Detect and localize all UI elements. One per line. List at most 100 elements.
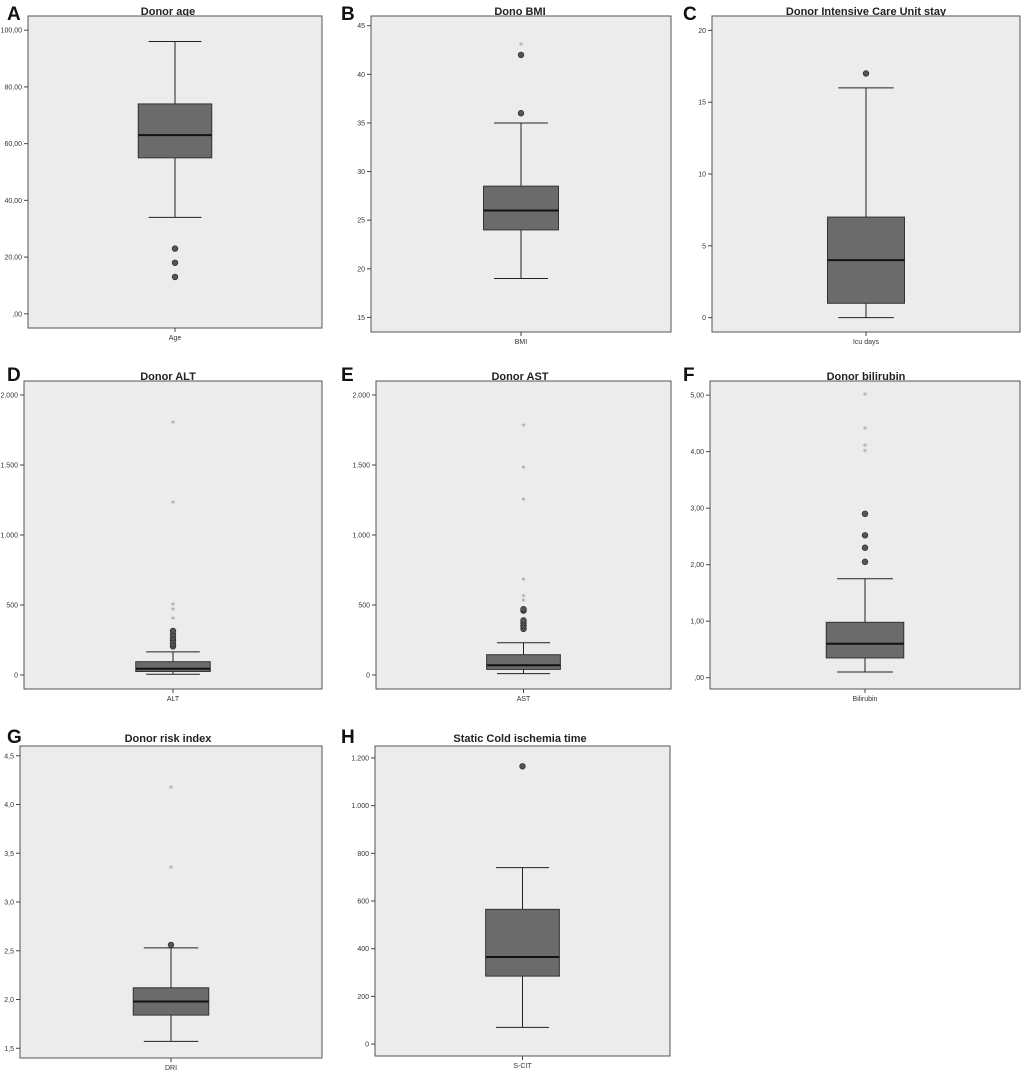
- chart-title: Donor ALT: [140, 371, 196, 383]
- panel-letter: G: [7, 727, 22, 748]
- iqr-box: [137, 103, 213, 159]
- outlier-point: [862, 70, 870, 77]
- y-tick-label: 40: [357, 72, 365, 79]
- boxplot-panel: Donor bilirubin ,00 1,00 2,00 3,00 4,00 5,00 Bi…: [690, 371, 1021, 703]
- extreme-point: *: [171, 602, 176, 612]
- y-tick-label: 4,00: [690, 449, 704, 456]
- y-tick-label: 2,5: [4, 948, 14, 955]
- extreme-point: *: [863, 426, 868, 436]
- chart-title: Donor age: [141, 6, 195, 18]
- y-tick-label: 3,00: [690, 506, 704, 513]
- y-tick-label: 3,5: [4, 851, 14, 858]
- iqr-box: [135, 661, 211, 673]
- extreme-point: *: [171, 616, 176, 626]
- outlier-point: [169, 627, 177, 635]
- y-tick-label: 35: [357, 120, 365, 127]
- y-tick-label: 20,00: [4, 255, 22, 262]
- iqr-box: [486, 654, 561, 670]
- panel-letter: A: [7, 4, 21, 25]
- outlier-point: [517, 110, 525, 117]
- y-tick-label: 200: [357, 994, 369, 1001]
- boxplot-panel: Dono BMI 15 20 25 30 35 40 45 BMI *: [357, 6, 672, 346]
- extreme-point: *: [521, 597, 526, 607]
- x-category-label: DRI: [165, 1065, 177, 1072]
- y-tick-label: 0: [366, 673, 370, 680]
- y-tick-label: 30: [357, 169, 365, 176]
- panel-letter: C: [683, 4, 697, 25]
- y-tick-label: 3,0: [4, 900, 14, 907]
- iqr-box: [825, 621, 905, 659]
- extreme-point: *: [863, 448, 868, 458]
- extreme-point: *: [171, 499, 176, 509]
- panel-letter: F: [683, 365, 695, 386]
- y-tick-label: 10: [698, 172, 706, 179]
- y-tick-label: ,00: [12, 311, 22, 318]
- x-category-label: S-CIT: [513, 1063, 532, 1070]
- outlier-point: [861, 532, 869, 539]
- outlier-point: [171, 273, 179, 281]
- y-tick-label: 20: [357, 266, 365, 273]
- y-tick-label: 25: [357, 218, 365, 225]
- y-tick-label: 20: [698, 28, 706, 35]
- iqr-box: [485, 908, 560, 977]
- y-tick-label: 1.500: [352, 463, 370, 470]
- outlier-point: [861, 544, 869, 551]
- y-tick-label: 1,00: [690, 619, 704, 626]
- y-tick-label: 0: [365, 1042, 369, 1049]
- chart-title: Dono BMI: [494, 6, 545, 18]
- y-tick-label: 4,5: [4, 753, 14, 760]
- extreme-point: *: [521, 422, 526, 432]
- y-tick-label: 1.000: [352, 533, 370, 540]
- boxplot-panel: Donor Intensive Care Unit stay 0 5 10 15 20 Ic…: [698, 6, 1021, 346]
- outlier-point: [520, 605, 527, 613]
- extreme-point: *: [171, 420, 176, 430]
- extreme-point: *: [169, 864, 174, 874]
- extreme-point: *: [171, 606, 176, 616]
- outlier-point: [519, 763, 526, 770]
- y-tick-label: 5,00: [690, 393, 704, 400]
- iqr-box: [483, 185, 559, 231]
- y-tick-label: 100,00: [1, 28, 23, 35]
- x-category-label: ALT: [167, 696, 180, 703]
- plot-area: [375, 380, 672, 690]
- x-category-label: Icu days: [853, 339, 880, 346]
- y-tick-label: 1,5: [4, 1046, 14, 1053]
- chart-title: Static Cold ischemia time: [453, 733, 586, 745]
- y-tick-label: ,00: [694, 675, 704, 682]
- y-tick-label: 0: [702, 315, 706, 322]
- extreme-point: *: [863, 442, 868, 452]
- y-tick-label: 0: [14, 673, 18, 680]
- y-tick-label: 600: [357, 899, 369, 906]
- boxplot-panel: Donor risk index 1,5 2,0 2,5 3,0 3,5 4,0 4,5 DRI…: [4, 733, 323, 1072]
- panel-letter: E: [341, 365, 354, 386]
- y-tick-label: 1.000: [351, 803, 369, 810]
- x-category-label: BMI: [515, 339, 528, 346]
- y-tick-label: 2.000: [352, 393, 370, 400]
- y-tick-label: 2.000: [0, 393, 18, 400]
- y-tick-label: 15: [698, 100, 706, 107]
- x-category-label: Bilirubin: [853, 696, 878, 703]
- y-tick-label: 60,00: [4, 141, 22, 148]
- y-tick-label: 1.000: [0, 533, 18, 540]
- extreme-point: *: [521, 576, 526, 586]
- extreme-point: *: [521, 464, 526, 474]
- chart-title: Donor Intensive Care Unit stay: [786, 6, 947, 18]
- y-tick-label: 5: [702, 243, 706, 250]
- y-tick-label: 2,0: [4, 997, 14, 1004]
- chart-title: Donor AST: [491, 371, 548, 383]
- y-tick-label: 4,0: [4, 802, 14, 809]
- chart-title: Donor risk index: [125, 733, 213, 745]
- boxplot-panel: Donor age ,00 20,00 40,00 60,00 80,00 100,00 Ag…: [1, 6, 323, 342]
- panel-letter: D: [7, 365, 21, 386]
- outlier-point: [517, 51, 525, 59]
- x-category-label: Age: [169, 335, 182, 342]
- panel-letter: H: [341, 727, 355, 748]
- outlier-point: [520, 617, 527, 624]
- x-category-label: AST: [517, 696, 531, 703]
- outlier-point: [171, 259, 179, 266]
- outlier-point: [171, 245, 179, 252]
- extreme-point: *: [519, 42, 524, 52]
- extreme-point: *: [521, 497, 526, 507]
